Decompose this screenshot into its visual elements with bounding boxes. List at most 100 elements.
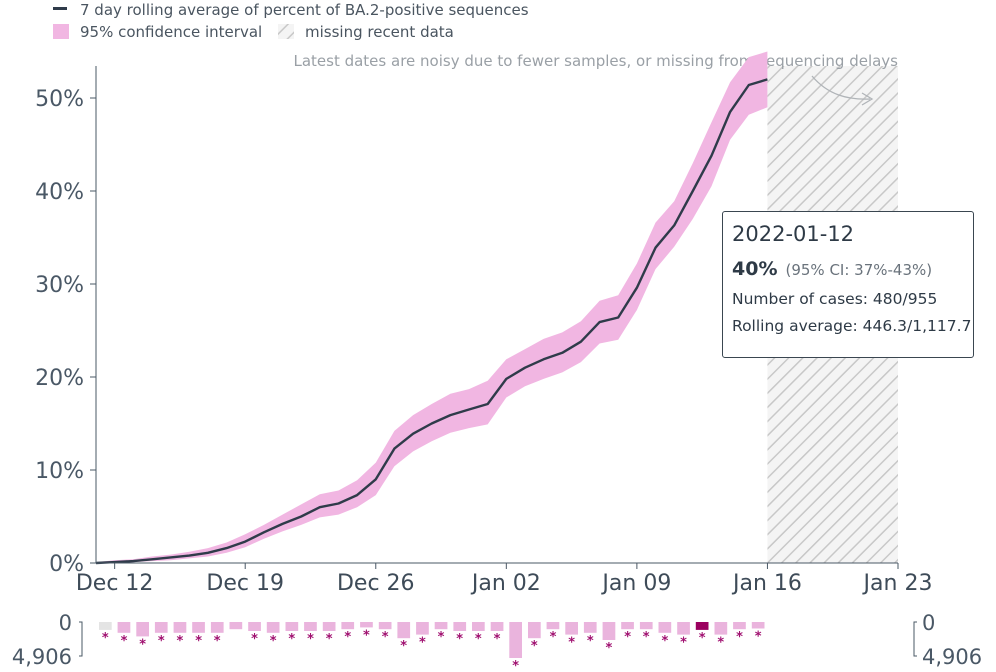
x-tick-label: Jan 23 <box>862 571 933 596</box>
x-tick-label: Dec 26 <box>337 571 415 596</box>
sample-star: * <box>400 639 407 654</box>
sample-star: * <box>195 634 202 649</box>
sample-bar <box>546 622 560 630</box>
sample-bar <box>733 622 746 630</box>
tooltip-percent: 40% <box>732 258 778 280</box>
sample-axis-left: 0 4,906 <box>12 611 83 669</box>
sample-bar <box>583 622 597 633</box>
sample-axis-right-bracket <box>913 621 917 657</box>
sample-bar <box>378 622 392 630</box>
sample-star: * <box>139 637 146 652</box>
sample-star: * <box>456 632 463 647</box>
sample-bar <box>714 622 728 635</box>
sample-star: * <box>643 630 650 645</box>
sample-bar <box>472 622 485 631</box>
sample-star: * <box>176 634 183 649</box>
legend-line-swatch <box>53 7 67 10</box>
tooltip-ci: (95% CI: 37%-43%) <box>785 261 933 279</box>
y-axis-ticks: 0% 10% 20% 30% 40% 50% <box>35 87 96 577</box>
y-tick-label: 50% <box>35 87 84 112</box>
sample-bar <box>136 622 149 637</box>
sample-bar <box>173 622 187 633</box>
sample-bar <box>117 622 131 633</box>
sample-bar <box>210 622 224 633</box>
x-axis-ticks: Dec 12 Dec 19 Dec 26 Jan 02 Jan 09 Jan 16 Jan … <box>76 563 933 596</box>
legend-ci-swatch <box>53 24 69 39</box>
sample-bar <box>248 622 261 631</box>
sample-bar <box>99 622 112 630</box>
sample-star: * <box>736 630 743 645</box>
sample-star: * <box>419 636 426 651</box>
x-tick-label: Jan 09 <box>600 571 671 596</box>
sample-bar <box>453 622 467 631</box>
sample-bar <box>602 622 616 640</box>
sample-star: * <box>288 632 295 647</box>
sample-star: * <box>699 631 706 646</box>
x-tick-label: Dec 12 <box>76 571 154 596</box>
sample-star: * <box>661 634 668 649</box>
sample-bar <box>341 622 355 630</box>
y-tick-label: 40% <box>35 180 84 205</box>
tooltip-cases: Number of cases: 480/955 <box>732 290 938 308</box>
sample-bar <box>360 622 373 628</box>
annotation-arrowhead <box>861 92 874 106</box>
sample-star: * <box>512 659 519 672</box>
sample-star: * <box>214 634 221 649</box>
y-tick-label: 20% <box>35 366 84 391</box>
sample-axis-right: 0 4,906 <box>913 611 982 669</box>
sample-star: * <box>102 631 109 646</box>
legend-missing-swatch <box>278 24 294 39</box>
hover-tooltip: 2022-01-12 40% (95% CI: 37%-43%) Number o… <box>722 211 974 358</box>
sample-axis-left-bottom: 4,906 <box>12 645 72 669</box>
sample-star: * <box>270 634 277 649</box>
sample-bar <box>154 622 168 633</box>
sample-star: * <box>326 632 333 647</box>
sample-bar <box>285 622 299 631</box>
legend-line-label: 7 day rolling average of percent of BA.2… <box>80 1 529 19</box>
sample-bar <box>677 622 690 635</box>
sample-count-bars: * * * * * * * * * * * * * * * * * * * * * * * * * * * * * * * * * * * <box>99 622 765 672</box>
sample-star: * <box>550 630 557 645</box>
tooltip-date: 2022-01-12 <box>732 222 855 246</box>
sample-bar <box>528 622 541 639</box>
sample-bar <box>322 622 336 631</box>
x-tick-label: Jan 16 <box>731 571 802 596</box>
sample-bar <box>621 622 634 630</box>
noise-annotation: Latest dates are noisy due to fewer samp… <box>293 52 898 70</box>
sample-bar <box>490 622 504 631</box>
confidence-band <box>96 51 768 563</box>
sample-bar <box>695 622 709 630</box>
sample-bar <box>416 622 429 635</box>
sample-bar <box>397 622 411 639</box>
x-tick-label: Dec 19 <box>206 571 284 596</box>
sample-bar <box>192 622 205 633</box>
sample-star: * <box>587 634 594 649</box>
legend: 7 day rolling average of percent of BA.2… <box>53 1 529 41</box>
legend-ci-label: 95% confidence interval <box>80 23 262 41</box>
sample-bar <box>434 622 448 630</box>
y-tick-label: 30% <box>35 273 84 298</box>
sample-star: * <box>382 630 389 645</box>
sample-bar <box>509 622 522 658</box>
tooltip-summary: 40% (95% CI: 37%-43%) <box>732 258 964 280</box>
annotation-arrow <box>811 75 871 100</box>
sample-star: * <box>307 632 314 647</box>
sample-star: * <box>624 630 631 645</box>
sample-bar <box>304 622 317 631</box>
sample-star: * <box>475 632 482 647</box>
sample-star: * <box>344 630 351 645</box>
sample-star: * <box>531 639 538 654</box>
y-tick-label: 10% <box>35 459 84 484</box>
sample-star: * <box>680 636 687 651</box>
sample-axis-left-top: 0 <box>59 611 72 635</box>
sample-bar <box>639 622 653 630</box>
sample-star: * <box>121 634 128 649</box>
sample-bar <box>751 622 765 629</box>
sample-star: * <box>158 634 165 649</box>
legend-missing-label: missing recent data <box>305 23 454 41</box>
sample-star: * <box>755 630 762 645</box>
sample-bar <box>658 622 672 633</box>
sample-bar <box>266 622 280 633</box>
sample-star: * <box>438 630 445 645</box>
